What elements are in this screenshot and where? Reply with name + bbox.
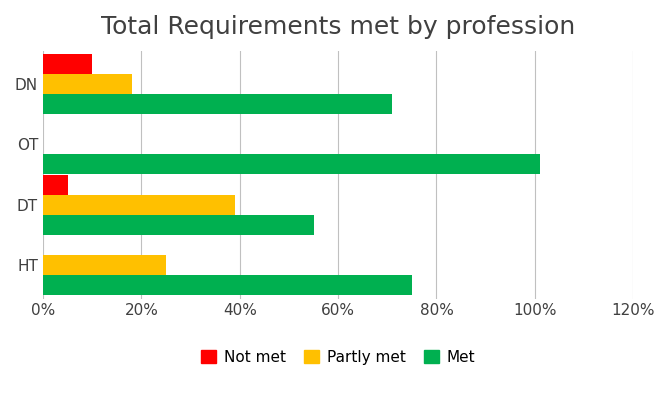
Bar (43, 255, 166, 275)
Bar (43, 54, 92, 74)
Bar (43, 94, 392, 113)
Bar (43, 175, 68, 195)
Title: Total Requirements met by profession: Total Requirements met by profession (101, 15, 576, 39)
Bar (43, 74, 131, 94)
Bar (43, 215, 314, 234)
Bar (43, 195, 234, 215)
Bar (43, 275, 412, 295)
Bar (43, 154, 540, 174)
Legend: Not met, Partly met, Met: Not met, Partly met, Met (194, 344, 482, 371)
